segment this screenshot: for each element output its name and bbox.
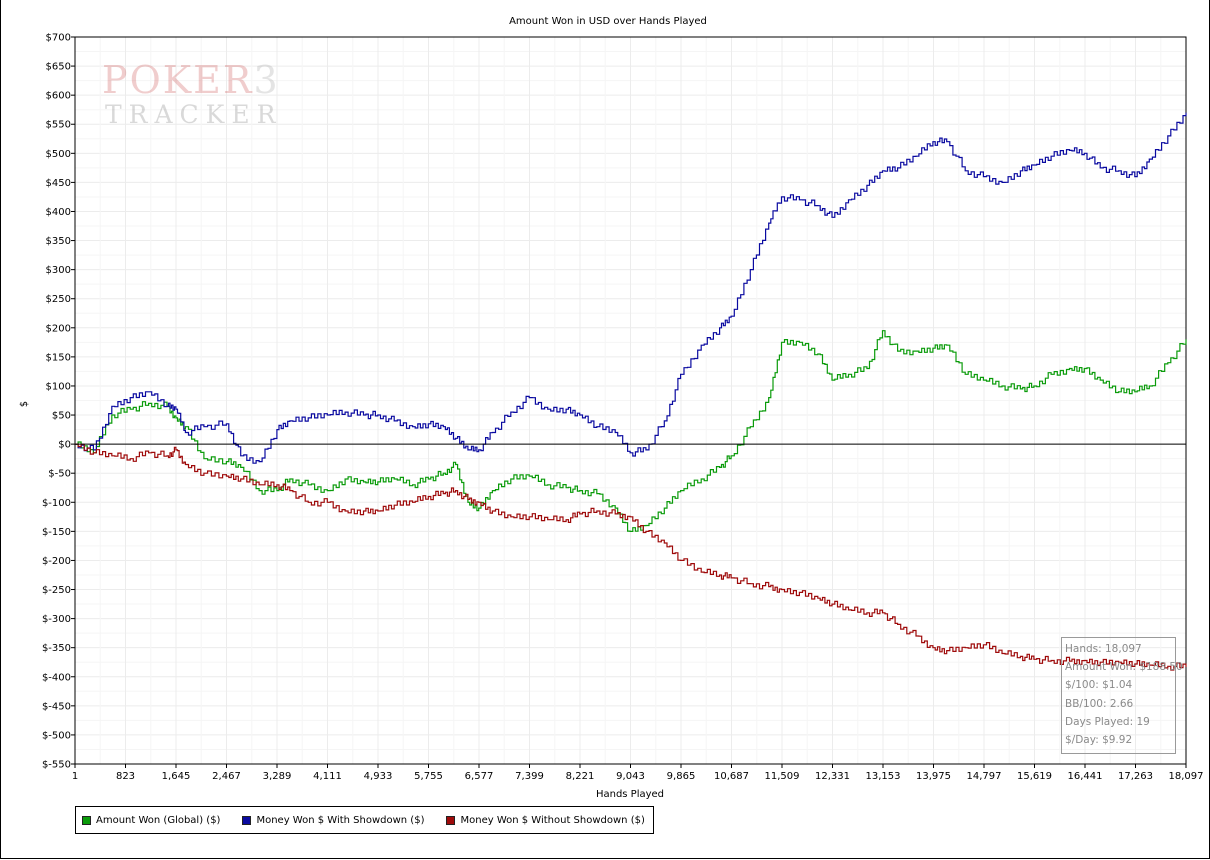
x-tick-label: 1,645 [162,771,191,782]
y-tick-label: $250 [46,294,71,305]
x-tick-label: 9,043 [616,771,645,782]
series-amount-won-global [75,330,1187,532]
x-tick-label: 9,865 [667,771,696,782]
x-tick-label: 4,933 [364,771,393,782]
chart-title: Amount Won in USD over Hands Played [509,16,707,27]
y-tick-label: $-550 [42,760,71,771]
legend-swatch-green [82,815,91,825]
y-tick-label: $700 [46,33,71,44]
y-tick-label: $150 [46,352,71,363]
y-tick-label: $-300 [42,614,71,625]
x-tick-label: 3,289 [263,771,292,782]
y-tick-label: $-200 [42,556,71,567]
y-tick-label: $350 [46,236,71,247]
stat-bb-100: BB/100: 2.66 [1065,697,1134,710]
chart-legend: Amount Won (Global) ($) Money Won $ With… [75,806,654,834]
y-tick-label: $500 [46,149,71,160]
y-tick-label: $450 [46,178,71,189]
x-tick-label: 11,509 [765,771,800,782]
y-tick-label: $-250 [42,585,71,596]
legend-label: Money Won $ With Showdown ($) [256,814,425,826]
x-tick-label: 15,619 [1017,771,1052,782]
stats-tooltip: Hands: 18,097 Amount Won: $188.50 $/100:… [1061,637,1183,754]
x-tick-label: 6,577 [465,771,494,782]
y-tick-label: $100 [46,381,71,392]
series-with-showdown [75,112,1187,464]
y-tick-label: $600 [46,91,71,102]
y-tick-label: $300 [46,265,71,276]
legend-label: Money Won $ Without Showdown ($) [460,814,645,826]
x-tick-label: 2,467 [212,771,241,782]
stat-amount-won: Amount Won: $188.50 [1065,661,1183,674]
x-tick-label: 13,153 [866,771,901,782]
y-tick-label: $-500 [42,730,71,741]
x-tick-label: 4,111 [313,771,342,782]
x-tick-label: 10,687 [714,771,749,782]
y-tick-label: $400 [46,207,71,218]
legend-label: Amount Won (Global) ($) [96,814,221,826]
y-tick-label: $-450 [42,701,71,712]
x-tick-label: 13,975 [916,771,951,782]
x-tick-label: 823 [116,771,135,782]
x-tick-label: 14,797 [967,771,1002,782]
series-lines [75,112,1187,671]
y-tick-label: $-150 [42,527,71,538]
x-tick-label: 7,399 [515,771,544,782]
series-without-showdown [75,443,1187,671]
x-tick-label: 12,331 [815,771,850,782]
legend-item-with-showdown[interactable]: Money Won $ With Showdown ($) [242,815,424,826]
y-tick-label: $-50 [48,469,71,480]
y-tick-label: $50 [52,411,71,422]
x-tick-label: 5,755 [414,771,443,782]
x-axis-label: Hands Played [596,789,664,800]
stat-per-day: $/Day: $9.92 [1065,733,1133,746]
stat-days-played: Days Played: 19 [1065,715,1150,728]
y-tick-label: $-350 [42,643,71,654]
y-axis-label: $ [19,401,30,407]
y-tick-label: $-400 [42,672,71,683]
x-tick-label: 16,441 [1068,771,1103,782]
gridlines [74,36,1187,765]
legend-item-amount-won[interactable]: Amount Won (Global) ($) [82,815,220,826]
x-tick-label: 1 [72,771,78,782]
stat-per-100: $/100: $1.04 [1065,679,1133,692]
y-tick-label: $200 [46,323,71,334]
pokertracker-logo: POKER3 TRACKER [102,58,283,129]
legend-swatch-blue [242,815,252,825]
x-tick-label: 17,263 [1118,771,1153,782]
y-tick-label: $0 [58,440,71,451]
y-tick-label: $550 [46,120,71,131]
x-tick-label: 8,221 [566,771,595,782]
stat-hands: Hands: 18,097 [1065,643,1142,655]
legend-swatch-red [446,815,456,825]
y-tick-label: $650 [46,62,71,73]
axis-ticks: $700 $650 $600 $550 $500 $450 $400 $350 $300 $250… [42,33,1204,783]
x-tick-label: 18,097 [1169,771,1204,782]
legend-item-without-showdown[interactable]: Money Won $ Without Showdown ($) [446,814,645,826]
y-tick-label: $-100 [42,498,71,509]
